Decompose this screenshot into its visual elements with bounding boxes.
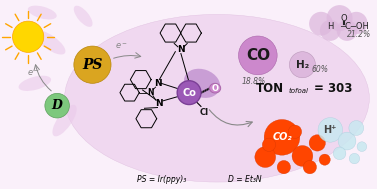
Circle shape bbox=[255, 147, 276, 167]
Circle shape bbox=[309, 135, 325, 151]
Circle shape bbox=[303, 160, 317, 174]
Text: D = Et₃N: D = Et₃N bbox=[228, 175, 262, 184]
Circle shape bbox=[326, 5, 352, 31]
Circle shape bbox=[345, 12, 368, 34]
Circle shape bbox=[290, 52, 316, 78]
Ellipse shape bbox=[210, 83, 221, 93]
Circle shape bbox=[264, 119, 300, 155]
Ellipse shape bbox=[52, 105, 77, 136]
Text: PS = Ir(ppy)₃: PS = Ir(ppy)₃ bbox=[136, 175, 186, 184]
Circle shape bbox=[320, 20, 341, 41]
Text: 18.8%: 18.8% bbox=[241, 77, 265, 86]
Text: ─C─OH: ─C─OH bbox=[340, 22, 368, 31]
Circle shape bbox=[74, 46, 111, 83]
Text: PS: PS bbox=[82, 58, 103, 72]
Circle shape bbox=[309, 12, 333, 36]
Circle shape bbox=[349, 121, 364, 136]
Text: H: H bbox=[327, 22, 334, 31]
Ellipse shape bbox=[34, 30, 66, 54]
Ellipse shape bbox=[64, 14, 369, 182]
Circle shape bbox=[349, 153, 360, 164]
Text: Co: Co bbox=[182, 88, 196, 98]
Circle shape bbox=[288, 125, 302, 139]
Text: H⁺: H⁺ bbox=[323, 125, 337, 135]
Circle shape bbox=[337, 20, 357, 41]
Circle shape bbox=[262, 138, 276, 152]
Circle shape bbox=[333, 147, 346, 160]
Ellipse shape bbox=[74, 6, 92, 27]
Text: D: D bbox=[52, 99, 63, 112]
Text: tofoal: tofoal bbox=[289, 88, 309, 94]
Circle shape bbox=[277, 160, 291, 174]
Circle shape bbox=[318, 118, 343, 142]
Circle shape bbox=[338, 132, 356, 150]
Text: O: O bbox=[211, 84, 219, 93]
Text: TON: TON bbox=[256, 82, 284, 95]
Text: 60%: 60% bbox=[312, 65, 329, 74]
Circle shape bbox=[177, 81, 201, 105]
Text: CO: CO bbox=[246, 48, 270, 63]
Circle shape bbox=[12, 21, 44, 52]
Ellipse shape bbox=[184, 69, 220, 98]
Text: N: N bbox=[147, 88, 153, 97]
Text: = 303: = 303 bbox=[314, 82, 352, 95]
Circle shape bbox=[319, 154, 330, 165]
Circle shape bbox=[45, 93, 69, 118]
Circle shape bbox=[239, 36, 277, 75]
Ellipse shape bbox=[28, 6, 57, 19]
Text: Cl: Cl bbox=[200, 108, 209, 116]
Text: 21.2%: 21.2% bbox=[347, 30, 371, 40]
Circle shape bbox=[292, 146, 313, 166]
Text: H₂: H₂ bbox=[296, 60, 309, 70]
Text: $e^-$: $e^-$ bbox=[27, 68, 40, 78]
Circle shape bbox=[357, 142, 367, 152]
Text: $e^-$: $e^-$ bbox=[115, 41, 128, 51]
Ellipse shape bbox=[18, 76, 51, 91]
Text: N: N bbox=[154, 79, 161, 88]
Text: N: N bbox=[177, 45, 185, 54]
Text: O: O bbox=[341, 14, 347, 23]
Text: N: N bbox=[156, 99, 163, 108]
Text: CO₂: CO₂ bbox=[272, 132, 292, 142]
